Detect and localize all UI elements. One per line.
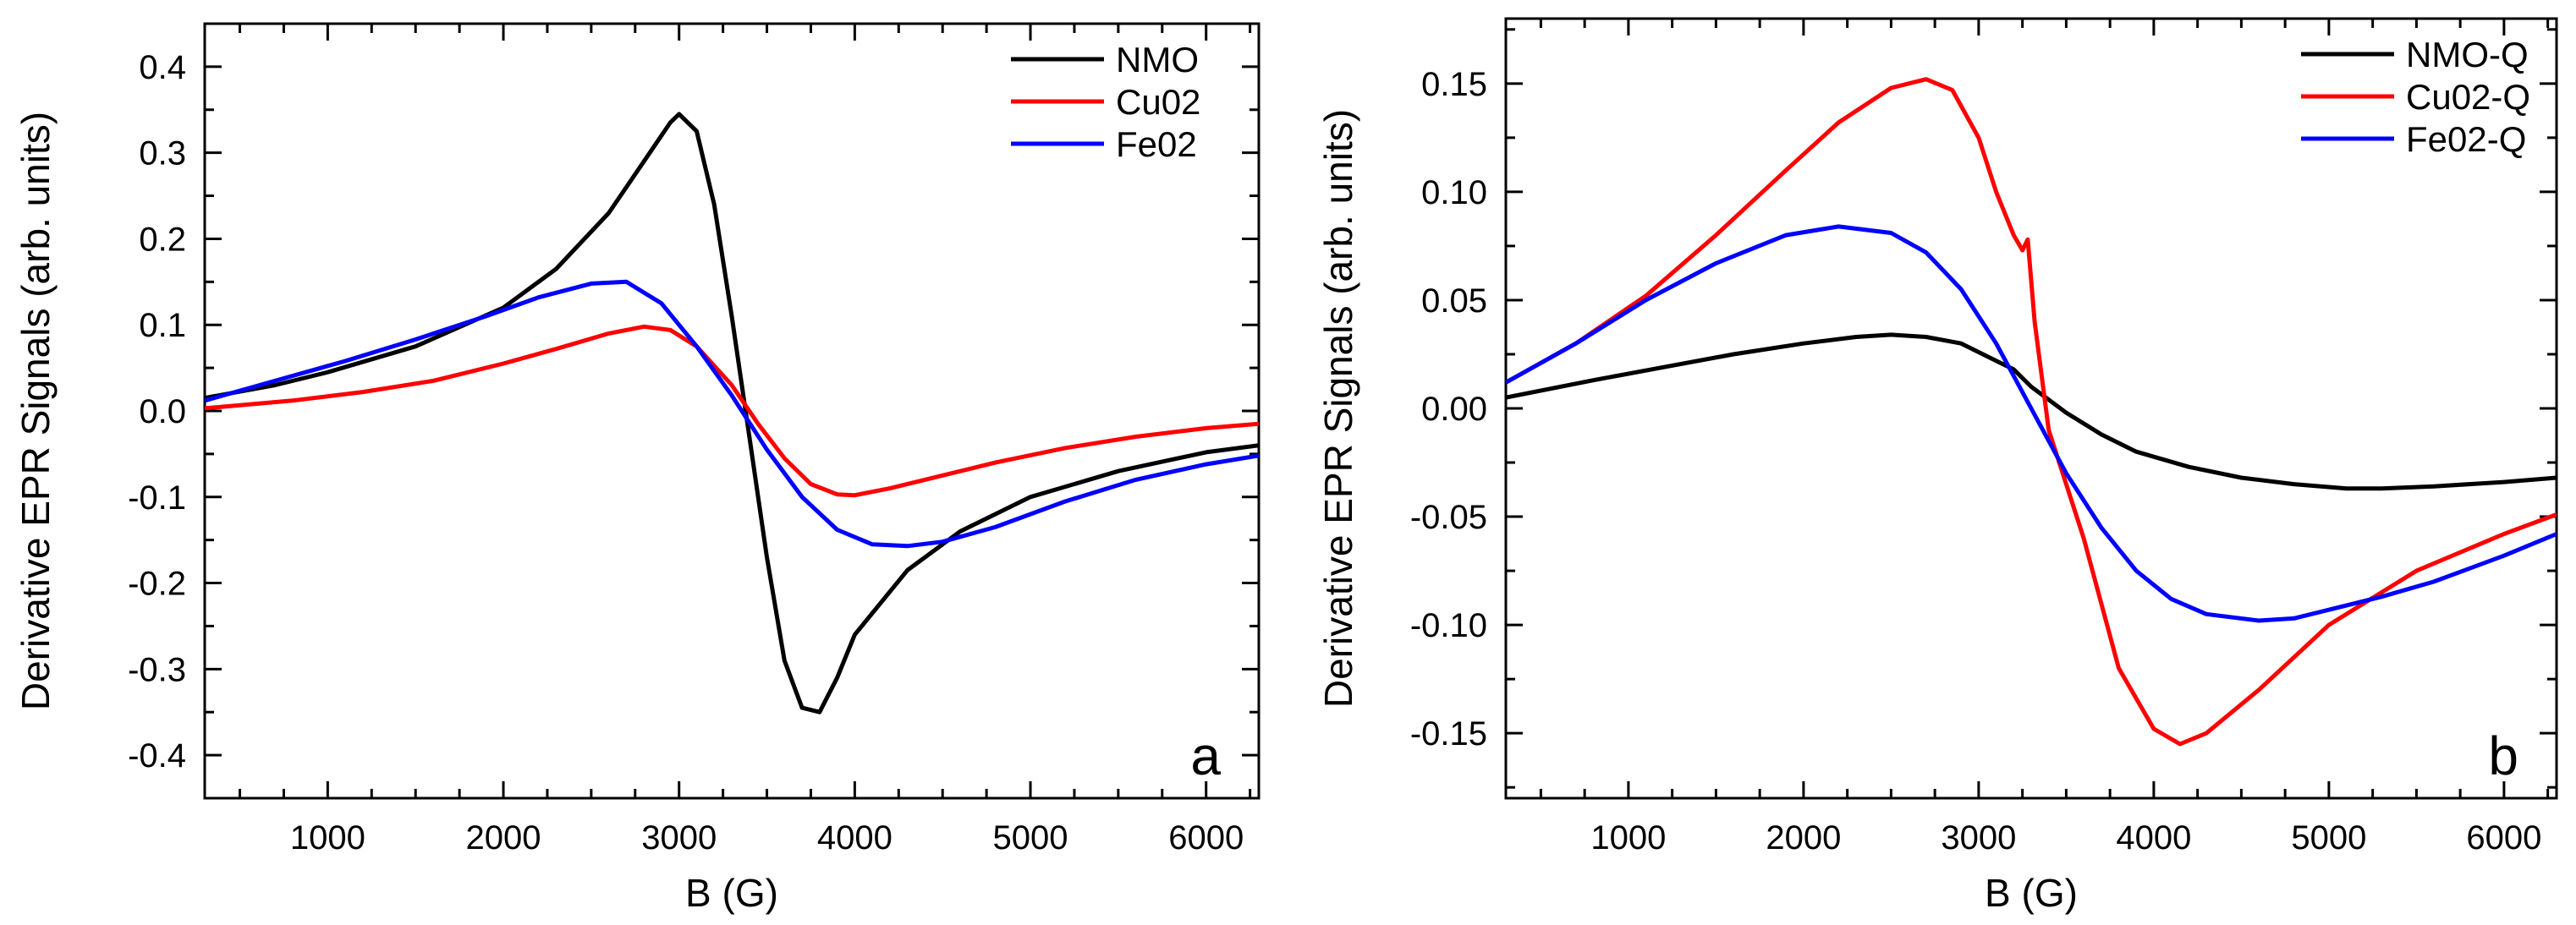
series-line-cu02-q (1506, 77, 2557, 747)
x-tick-label: 4000 (2116, 819, 2191, 857)
y-tick-label: 0.0 (139, 393, 186, 430)
y-axis-title: Derivative EPR Signals (arb. units) (14, 112, 58, 710)
x-tick-label: 4000 (817, 819, 893, 857)
y-tick-label: 0.10 (1421, 174, 1487, 211)
y-tick-label: -0.10 (1410, 607, 1487, 644)
series-line-fe02 (205, 279, 1259, 549)
x-tick-label: 2000 (1766, 819, 1841, 857)
y-tick-label: 0.2 (139, 221, 186, 258)
x-tick-label: 6000 (2466, 819, 2541, 857)
x-tick-label: 1000 (1590, 819, 1666, 857)
x-tick-label: 5000 (2291, 819, 2366, 857)
legend-label-nmo-q: NMO-Q (2406, 35, 2529, 74)
panel-letter: b (2488, 725, 2518, 786)
y-tick-label: 0.1 (139, 307, 186, 344)
y-tick-label: 0.05 (1421, 282, 1487, 320)
y-tick-label: 0.15 (1421, 66, 1487, 103)
series-line-fe02-q (1506, 224, 2557, 623)
x-tick-label: 5000 (993, 819, 1068, 857)
panel-b: 1000 2000 3000 4000 5000 6000 -0.15 -0.10 -0.05 0… (1316, 17, 2558, 915)
legend-label-fe02: Fe02 (1116, 124, 1197, 164)
y-tick-label: 0.3 (139, 135, 186, 172)
y-tick-label: -0.2 (128, 566, 186, 603)
panel-letter: a (1190, 725, 1221, 786)
panel-a: 1000 2000 3000 4000 5000 6000 -0.4 -0.3 -0.2 -0.1… (14, 22, 1261, 915)
legend-label-cu02-q: Cu02-Q (2406, 77, 2530, 117)
x-tick-label: 2000 (466, 819, 541, 857)
y-tick-label: -0.05 (1410, 499, 1487, 536)
y-tick-label: 0.00 (1421, 391, 1487, 428)
x-tick-label: 6000 (1168, 819, 1244, 857)
y-tick-label: -0.15 (1410, 715, 1487, 753)
series-line-nmo-q (1506, 332, 2557, 491)
x-tick-label: 3000 (1941, 819, 2016, 857)
y-tick-label: -0.1 (128, 479, 186, 517)
x-axis-title: B (G) (685, 871, 778, 915)
series-line-cu02 (205, 324, 1259, 498)
x-axis-title: B (G) (1985, 871, 2078, 915)
x-tick-label: 3000 (641, 819, 717, 857)
legend-label-fe02-q: Fe02-Q (2406, 119, 2526, 159)
y-tick-label: 0.4 (139, 49, 186, 86)
y-tick-label: -0.3 (128, 651, 186, 688)
y-axis-title: Derivative EPR Signals (arb. units) (1316, 109, 1360, 708)
legend-label-nmo: NMO (1116, 40, 1199, 79)
legend-label-cu02: Cu02 (1116, 82, 1200, 122)
y-tick-label: -0.4 (128, 737, 186, 774)
x-tick-label: 1000 (290, 819, 365, 857)
